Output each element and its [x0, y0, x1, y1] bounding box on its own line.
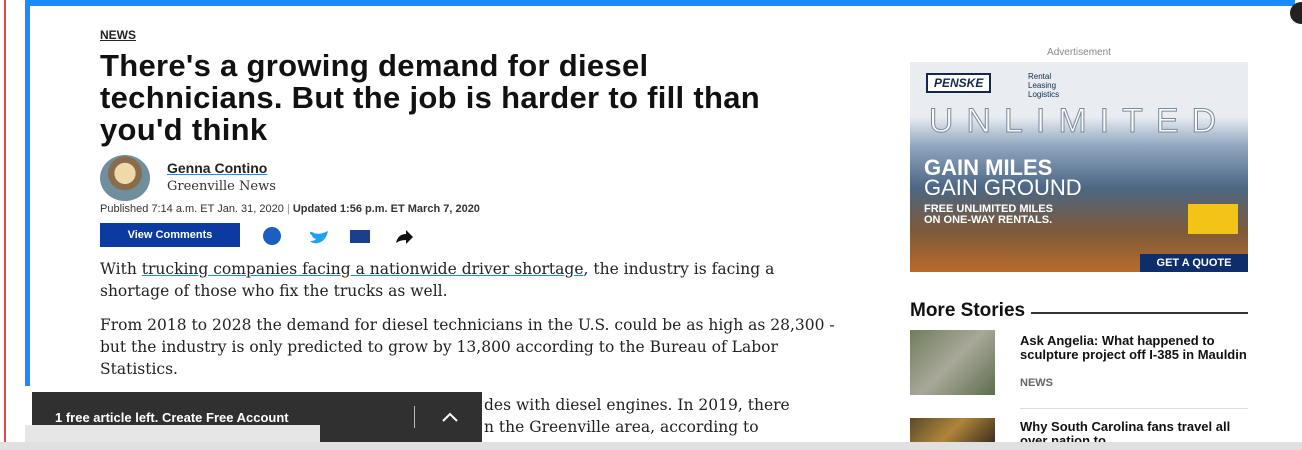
text: Logistics [1028, 90, 1059, 99]
view-comments-button[interactable]: View Comments [100, 223, 240, 247]
dateline: Published 7:14 a.m. ET Jan. 31, 2020 | U… [100, 203, 480, 215]
paragraph-fragment: n the Greenville area, according to [484, 416, 844, 438]
text: GAIN GROUND [924, 178, 1082, 198]
email-icon[interactable] [350, 230, 370, 243]
text: ON ONE-WAY RENTALS. [924, 215, 1053, 226]
focus-top-border [25, 0, 1295, 6]
ad-truck [1188, 204, 1238, 234]
story-section: NEWS [1020, 377, 1053, 389]
story-title[interactable]: Why South Carolina fans travel all over … [1020, 420, 1250, 442]
ad-brand: PENSKE [926, 73, 991, 93]
divider [1020, 408, 1248, 409]
story-title[interactable]: Ask Angelia: What happened to sculpture … [1020, 334, 1250, 362]
ad-cta[interactable]: GET A QUOTE [1140, 254, 1248, 272]
ad-word: UNLIMITED [916, 102, 1242, 141]
updated-date: Updated 1:56 p.m. ET March 7, 2020 [293, 203, 480, 215]
text: Rental [1028, 72, 1059, 81]
author-outlet: Greenville News [167, 179, 276, 194]
author-avatar [100, 155, 150, 201]
author-name[interactable]: Genna Contino [167, 160, 267, 176]
page: NEWS There's a growing demand for diesel… [0, 0, 1302, 450]
more-stories-title: More Stories [910, 300, 1031, 322]
focus-left-border [25, 0, 30, 386]
facebook-icon[interactable] [263, 227, 281, 245]
text: Leasing [1028, 81, 1059, 90]
story-thumbnail[interactable] [910, 330, 995, 395]
share-icons [260, 224, 420, 248]
paragraph: With trucking companies facing a nationw… [100, 258, 840, 302]
section-link[interactable]: NEWS [100, 28, 136, 42]
close-button[interactable] [1290, 2, 1302, 24]
ad-label: Advertisement [910, 47, 1248, 58]
banner-text[interactable]: 1 free article left. Create Free Account [55, 410, 289, 425]
window-edge [4, 0, 6, 450]
expand-button[interactable] [440, 410, 460, 424]
twitter-icon[interactable] [310, 231, 328, 243]
paragraph-fragment: des with diesel engines. In 2019, there [484, 394, 844, 416]
article-link[interactable]: trucking companies facing a nationwide d… [142, 260, 584, 278]
published-date: Published 7:14 a.m. ET Jan. 31, 2020 [100, 203, 284, 215]
headline: There's a growing demand for diesel tech… [100, 50, 840, 146]
story-thumbnail[interactable] [910, 418, 995, 442]
bottom-bar [0, 442, 1302, 450]
share-icon[interactable] [396, 230, 413, 244]
text: With [100, 260, 142, 278]
divider [414, 406, 415, 428]
paragraph: From 2018 to 2028 the demand for diesel … [100, 314, 840, 380]
